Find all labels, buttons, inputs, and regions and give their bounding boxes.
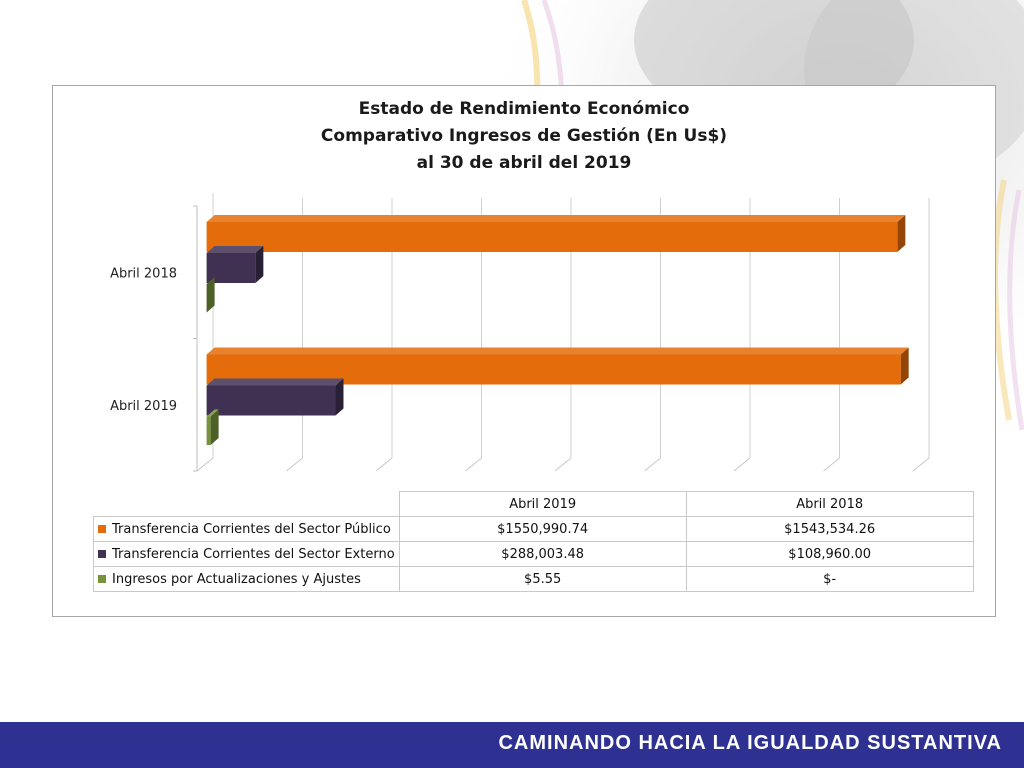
table-cell: $5.55 — [398, 566, 687, 592]
bar-side-face — [206, 277, 215, 313]
bar — [206, 222, 898, 252]
chart-title-line-1: Estado de Rendimiento Económico — [358, 99, 690, 119]
bar-top-face — [206, 378, 344, 386]
legend-swatch — [98, 575, 106, 583]
legend-entry-actualizaciones: Ingresos por Actualizaciones y Ajustes — [93, 566, 400, 592]
bar-top-face — [206, 409, 219, 417]
floor-gridline — [196, 457, 214, 472]
floor-gridline — [733, 457, 751, 472]
floor-gridline — [554, 457, 572, 472]
bar-side-face — [335, 378, 344, 416]
floor-gridline — [823, 457, 840, 472]
legend-swatch — [98, 525, 106, 533]
legend-label: Ingresos por Actualizaciones y Ajustes — [112, 571, 361, 587]
legend-label: Transferencia Corrientes del Sector Exte… — [112, 546, 395, 562]
category-label: Abril 2019 — [110, 399, 177, 414]
footer-tagline: CAMINANDO HACIA LA IGUALDAD SUSTANTIVA — [498, 732, 1002, 754]
category-label: Abril 2018 — [110, 266, 177, 281]
floor-gridline — [375, 457, 393, 472]
data-table-corner — [93, 491, 400, 517]
bar-side-face — [255, 246, 264, 283]
floor-gridline — [912, 457, 930, 472]
data-table-header-cat-1: Abril 2018 — [685, 491, 974, 517]
table-cell: $108,960.00 — [685, 541, 974, 567]
table-cell: $- — [685, 566, 974, 592]
chart-title-line-2: Comparativo Ingresos de Gestión (En Us$) — [320, 126, 728, 146]
bar — [206, 385, 336, 416]
table-cell: $1550,990.74 — [398, 516, 687, 542]
bar-side-face — [900, 347, 909, 385]
floor-gridline — [286, 457, 303, 472]
data-table-header-cat-0: Abril 2019 — [398, 491, 687, 517]
legend-label: Transferencia Corrientes del Sector Públ… — [112, 521, 391, 537]
bar — [206, 416, 211, 445]
bar-top-face — [206, 246, 264, 253]
bar-chart-plot: Abril 2019 Abril 2018 — [110, 193, 930, 472]
data-table-header-row: Abril 2019 Abril 2018 — [93, 491, 974, 517]
data-table-row: Ingresos por Actualizaciones y Ajustes $… — [93, 566, 974, 592]
bar-side-face — [210, 409, 219, 445]
bar — [206, 253, 256, 283]
chart-title-line-3: al 30 de abril del 2019 — [416, 153, 632, 173]
floor-gridline — [465, 457, 482, 472]
bar-side-face — [897, 215, 906, 252]
chart-title: Estado de Rendimiento Económico Comparat… — [53, 96, 995, 177]
floor-gridline — [644, 457, 661, 472]
table-cell: $288,003.48 — [398, 541, 687, 567]
bar-top-face — [206, 347, 909, 355]
legend-swatch — [98, 550, 106, 558]
footer-banner: CAMINANDO HACIA LA IGUALDAD SUSTANTIVA — [0, 722, 1024, 768]
chart-frame: Estado de Rendimiento Económico Comparat… — [52, 85, 996, 617]
data-table-row: Transferencia Corrientes del Sector Públ… — [93, 516, 974, 542]
data-table: Abril 2019 Abril 2018 Transferencia Corr… — [93, 491, 974, 592]
table-cell: $1543,534.26 — [685, 516, 974, 542]
bar-top-face — [206, 215, 906, 222]
legend-entry-sector-externo: Transferencia Corrientes del Sector Exte… — [93, 541, 400, 567]
data-table-row: Transferencia Corrientes del Sector Exte… — [93, 541, 974, 567]
legend-entry-sector-publico: Transferencia Corrientes del Sector Públ… — [93, 516, 400, 542]
